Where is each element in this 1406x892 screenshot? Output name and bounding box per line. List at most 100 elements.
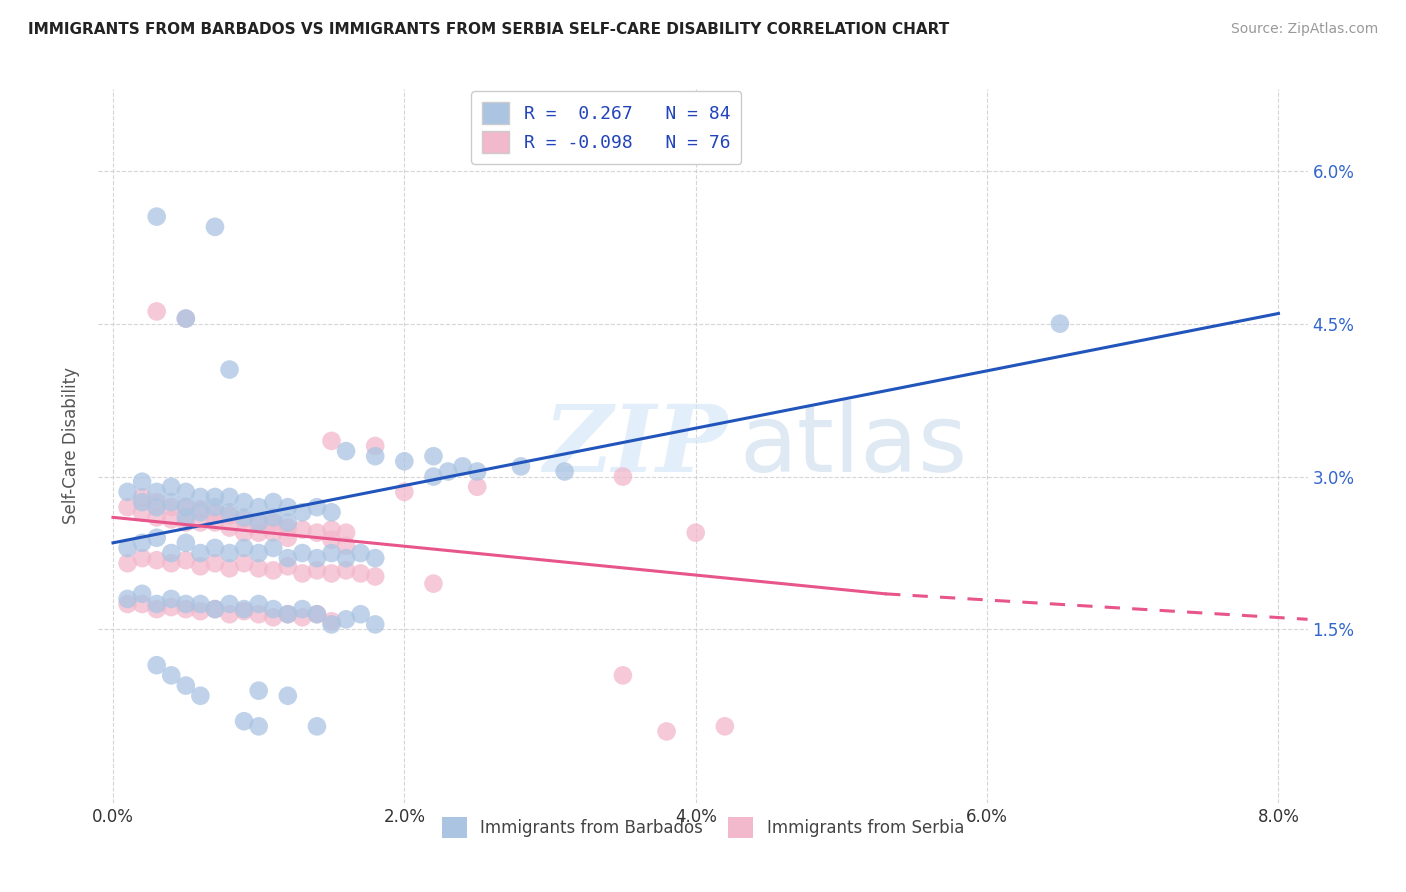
- Point: [291, 523, 314, 537]
- Point: [422, 576, 444, 591]
- Y-axis label: Self-Care Disability: Self-Care Disability: [62, 368, 80, 524]
- Point: [131, 597, 153, 611]
- Point: [218, 362, 240, 376]
- Point: [422, 449, 444, 463]
- Point: [277, 531, 299, 545]
- Point: [204, 602, 226, 616]
- Point: [233, 556, 256, 570]
- Point: [262, 510, 284, 524]
- Point: [364, 449, 387, 463]
- Point: [321, 615, 343, 629]
- Point: [247, 500, 270, 515]
- Point: [131, 475, 153, 489]
- Point: [305, 563, 328, 577]
- Point: [145, 500, 167, 515]
- Point: [277, 559, 299, 574]
- Point: [247, 525, 270, 540]
- Point: [160, 546, 183, 560]
- Point: [364, 617, 387, 632]
- Point: [509, 459, 531, 474]
- Point: [335, 612, 357, 626]
- Point: [233, 512, 256, 526]
- Point: [277, 520, 299, 534]
- Point: [233, 525, 256, 540]
- Point: [233, 604, 256, 618]
- Point: [305, 607, 328, 622]
- Point: [321, 546, 343, 560]
- Point: [174, 484, 197, 499]
- Legend: Immigrants from Barbados, Immigrants from Serbia: Immigrants from Barbados, Immigrants fro…: [436, 811, 970, 845]
- Point: [218, 597, 240, 611]
- Point: [174, 602, 197, 616]
- Point: [174, 500, 197, 515]
- Point: [305, 500, 328, 515]
- Point: [612, 668, 634, 682]
- Point: [291, 602, 314, 616]
- Text: atlas: atlas: [740, 400, 967, 492]
- Point: [204, 602, 226, 616]
- Point: [218, 520, 240, 534]
- Point: [160, 512, 183, 526]
- Point: [174, 500, 197, 515]
- Point: [117, 556, 139, 570]
- Point: [145, 304, 167, 318]
- Point: [233, 602, 256, 616]
- Point: [422, 469, 444, 483]
- Point: [465, 480, 488, 494]
- Point: [335, 551, 357, 566]
- Point: [174, 516, 197, 530]
- Point: [117, 597, 139, 611]
- Point: [190, 505, 212, 519]
- Point: [305, 525, 328, 540]
- Point: [262, 525, 284, 540]
- Point: [335, 539, 357, 553]
- Point: [277, 607, 299, 622]
- Point: [233, 510, 256, 524]
- Point: [145, 484, 167, 499]
- Point: [190, 689, 212, 703]
- Point: [714, 719, 737, 733]
- Point: [145, 531, 167, 545]
- Point: [204, 541, 226, 555]
- Point: [437, 465, 460, 479]
- Point: [218, 490, 240, 504]
- Point: [305, 551, 328, 566]
- Point: [277, 500, 299, 515]
- Point: [262, 495, 284, 509]
- Point: [262, 602, 284, 616]
- Point: [451, 459, 474, 474]
- Point: [321, 434, 343, 448]
- Point: [350, 546, 373, 560]
- Point: [190, 559, 212, 574]
- Point: [1049, 317, 1071, 331]
- Point: [247, 597, 270, 611]
- Point: [277, 516, 299, 530]
- Point: [160, 556, 183, 570]
- Point: [131, 505, 153, 519]
- Point: [131, 536, 153, 550]
- Point: [247, 719, 270, 733]
- Point: [145, 602, 167, 616]
- Point: [174, 536, 197, 550]
- Point: [190, 490, 212, 504]
- Point: [350, 566, 373, 581]
- Point: [465, 465, 488, 479]
- Point: [305, 607, 328, 622]
- Point: [277, 689, 299, 703]
- Point: [174, 311, 197, 326]
- Point: [160, 495, 183, 509]
- Point: [131, 490, 153, 504]
- Point: [335, 525, 357, 540]
- Point: [247, 607, 270, 622]
- Point: [262, 516, 284, 530]
- Point: [321, 523, 343, 537]
- Point: [117, 484, 139, 499]
- Point: [174, 510, 197, 524]
- Point: [321, 617, 343, 632]
- Point: [145, 510, 167, 524]
- Point: [350, 607, 373, 622]
- Point: [204, 516, 226, 530]
- Point: [218, 561, 240, 575]
- Point: [204, 500, 226, 515]
- Point: [117, 541, 139, 555]
